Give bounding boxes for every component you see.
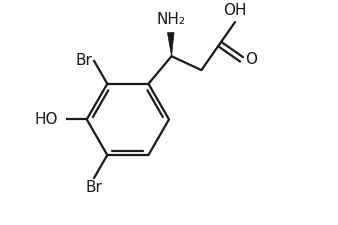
Text: NH₂: NH₂ — [156, 12, 185, 27]
Text: Br: Br — [75, 53, 92, 68]
Text: HO: HO — [34, 112, 58, 127]
Polygon shape — [167, 32, 174, 56]
Text: Br: Br — [86, 180, 102, 195]
Text: OH: OH — [223, 3, 247, 18]
Text: O: O — [245, 52, 257, 67]
